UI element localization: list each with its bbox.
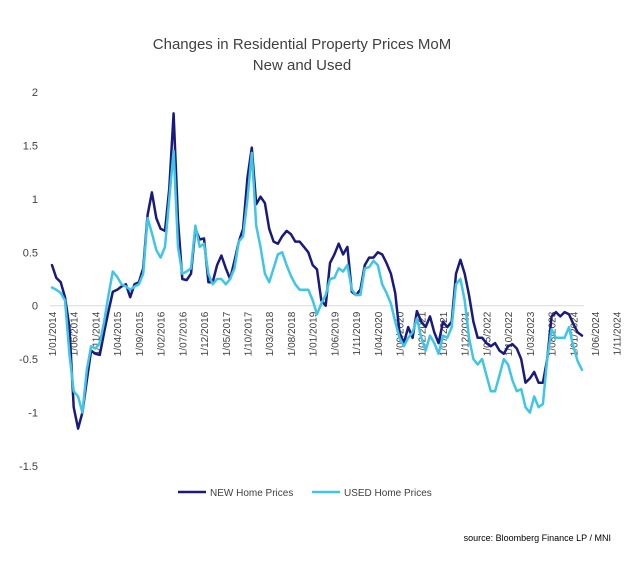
x-tick-label: 1/01/2014 (48, 311, 59, 356)
y-tick-label: 1 (32, 194, 38, 206)
series-used-home-prices-line (50, 149, 584, 414)
x-axis: 1/01/2014 1/06/2014 1/11/2014 1/04/2015 1/09… (48, 311, 624, 356)
x-tick-label: 1/07/2016 (178, 311, 189, 356)
x-tick-label: 1/11/2014 (91, 311, 102, 355)
x-tick-label: 1/04/2020 (374, 311, 385, 356)
y-tick-label: 2 (32, 87, 38, 99)
x-tick-label: 1/07/2021 (439, 311, 450, 356)
y-tick-label: -1 (28, 408, 38, 420)
y-axis: -1.5 -1 -0.5 0 0.5 1 1.5 2 (19, 87, 38, 473)
x-tick-label: 1/06/2024 (591, 311, 602, 356)
chart-title: Changes in Residential Property Prices M… (153, 36, 451, 53)
x-tick-label: 1/12/2021 (461, 311, 472, 356)
x-tick-label: 1/12/2016 (200, 311, 211, 356)
source-note: source: Bloomberg Finance LP / MNI (464, 533, 611, 543)
x-tick-label: 1/10/2017 (243, 311, 254, 356)
x-tick-label: 1/11/2019 (352, 311, 363, 355)
x-tick-label: 1/06/2014 (70, 311, 81, 356)
x-tick-label: 1/11/2024 (613, 311, 624, 355)
x-tick-label: 1/09/2015 (135, 311, 146, 356)
x-tick-label: 1/03/2023 (526, 311, 537, 356)
x-tick-label: 1/01/2024 (569, 311, 580, 356)
x-tick-label: 1/02/2016 (157, 311, 168, 356)
y-tick-label: 0 (32, 301, 38, 313)
x-tick-label: 1/01/2019 (309, 311, 320, 356)
x-tick-label: 1/05/2022 (482, 311, 493, 356)
y-tick-label: -1.5 (19, 461, 38, 473)
x-tick-label: 1/04/2015 (113, 311, 124, 356)
x-tick-label: 1/08/2018 (287, 311, 298, 356)
x-tick-label: 1/10/2022 (504, 311, 515, 356)
x-tick-label: 1/05/2017 (222, 311, 233, 356)
x-tick-label: 1/02/2021 (417, 311, 428, 356)
y-tick-label: -0.5 (19, 354, 38, 366)
y-tick-label: 0.5 (23, 247, 38, 259)
x-tick-label: 1/06/2019 (330, 311, 341, 356)
chart-subtitle: New and Used (253, 57, 351, 74)
legend: NEW Home Prices USED Home Prices (178, 488, 432, 499)
legend-new-home-prices-label: NEW Home Prices (210, 488, 293, 499)
y-tick-label: 1.5 (23, 140, 38, 152)
series-layer (50, 112, 584, 430)
legend-used-home-prices-label: USED Home Prices (344, 488, 432, 499)
x-tick-label: 1/03/2018 (265, 311, 276, 356)
